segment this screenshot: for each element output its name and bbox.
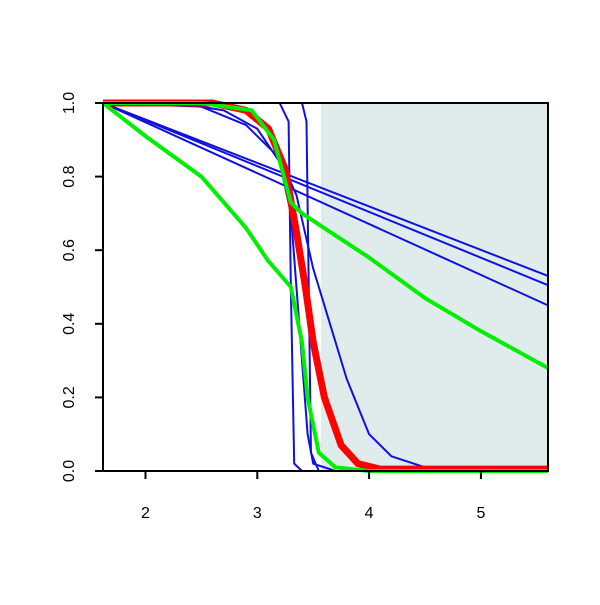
y-tick-label: 0.0 [61,460,78,482]
y-tick-label: 0.6 [61,239,78,261]
y-tick-label: 0.2 [61,386,78,408]
data-line [101,101,548,473]
x-tick-label: 5 [476,505,485,522]
x-tick-label: 3 [253,505,262,522]
data-line [102,102,549,287]
plot-frame [102,102,549,472]
x-tick-label: 4 [365,505,374,522]
y-tick-label: 1.0 [61,92,78,114]
y-tick-label: 0.4 [61,313,78,335]
x-tick-label: 2 [141,505,150,522]
shaded-region [321,103,548,471]
data-line [103,101,549,370]
y-tick-label: 0.8 [61,165,78,187]
data-line [102,102,549,277]
data-line [102,102,549,307]
